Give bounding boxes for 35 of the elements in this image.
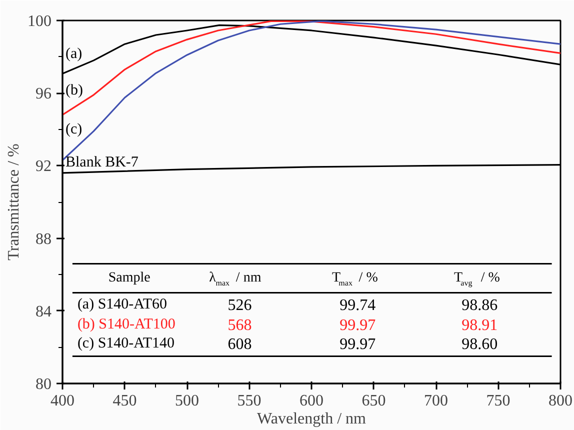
annotation: 98.86 xyxy=(462,297,498,314)
x-tick-label: 650 xyxy=(362,392,386,410)
x-tick-label: 450 xyxy=(112,392,137,410)
y-tick-label: 92 xyxy=(36,158,52,176)
annotation: (a) S140-AT60 xyxy=(77,296,168,313)
x-tick-label: 750 xyxy=(486,392,510,410)
y-tick-label: 80 xyxy=(36,376,52,393)
annotation: 99.74 xyxy=(340,297,376,314)
y-tick-label: 84 xyxy=(36,303,52,320)
annotation: 608 xyxy=(228,336,252,354)
annotation: 99.97 xyxy=(340,317,376,334)
series-label: (a) xyxy=(66,46,82,62)
annotation: 98.60 xyxy=(462,336,498,354)
series-label: (b) xyxy=(66,82,83,99)
annotation: 98.91 xyxy=(462,317,498,334)
annotation: (b) S140-AT100 xyxy=(77,316,176,333)
series-label: (c) xyxy=(66,121,82,138)
x-tick-label: 400 xyxy=(50,392,74,410)
annotation: (c) S140-AT140 xyxy=(77,336,175,352)
y-tick-label: 100 xyxy=(28,13,52,30)
annotation: 568 xyxy=(228,317,252,334)
x-tick-label: 700 xyxy=(424,392,448,410)
y-tick-label: 88 xyxy=(36,230,52,248)
series-label: Blank BK-7 xyxy=(66,154,139,170)
x-tick-label: 550 xyxy=(237,392,262,410)
x-axis-title: Wavelength / nm xyxy=(257,410,367,428)
x-tick-label: 500 xyxy=(175,392,199,410)
line-series xyxy=(62,20,560,116)
annotation: 526 xyxy=(228,297,252,314)
y-tick-label: 96 xyxy=(36,86,52,103)
annotation: 99.97 xyxy=(340,336,376,354)
annotation: Sample xyxy=(108,270,150,286)
x-tick-label: 800 xyxy=(548,392,572,410)
y-axis-title: Transmittance / % xyxy=(6,144,22,260)
x-tick-label: 600 xyxy=(300,392,324,410)
